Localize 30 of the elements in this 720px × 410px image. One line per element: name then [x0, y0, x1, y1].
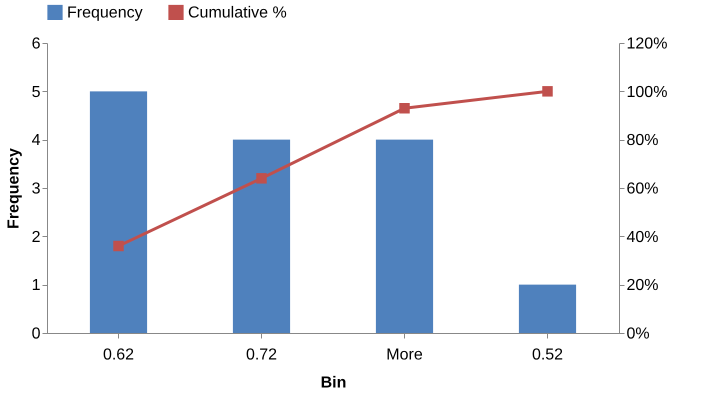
y2-tick-label: 120%	[626, 36, 668, 52]
x-tick-label: 0.72	[246, 346, 278, 364]
bar	[232, 140, 290, 333]
x-tick-label: More	[386, 346, 423, 364]
x-tick-label: 0.52	[532, 346, 564, 364]
bar	[518, 284, 576, 333]
y2-tick-label: 80%	[626, 132, 659, 150]
bar	[90, 91, 148, 333]
x-axis-title: Bin	[320, 374, 346, 392]
y-tick-label: 1	[32, 277, 41, 294]
y-tick-label: 4	[32, 132, 41, 150]
bar	[376, 140, 434, 333]
legend-label: Frequency	[67, 4, 143, 22]
legend-label: Cumulative %	[188, 4, 287, 22]
y-tick-label: 6	[32, 36, 41, 52]
y-tick-label: 5	[32, 84, 41, 101]
point	[542, 86, 553, 97]
point	[399, 103, 410, 114]
y2-tick-label: 40%	[626, 228, 659, 246]
y-tick-label: 3	[32, 180, 41, 198]
y-tick-label: 2	[32, 228, 41, 246]
y2-tick-label: 0%	[626, 326, 650, 342]
y2-tick-label: 100%	[626, 84, 668, 101]
point	[256, 173, 267, 184]
y2-tick-label: 20%	[626, 277, 659, 294]
y-tick-label: 0	[32, 326, 41, 342]
x-tick-label: 0.62	[102, 346, 134, 364]
y2-tick-label: 60%	[626, 180, 659, 198]
y-axis-title: Frequency	[6, 148, 23, 229]
point	[113, 240, 124, 252]
